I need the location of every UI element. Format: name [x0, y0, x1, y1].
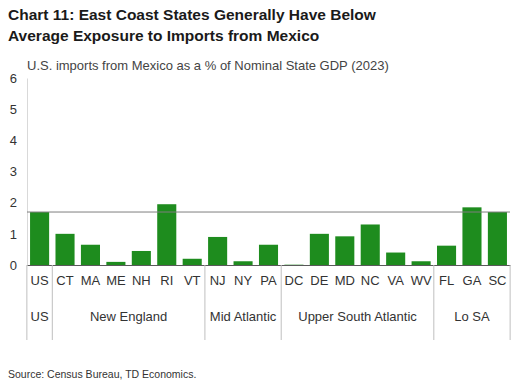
x-tick: VT — [184, 265, 201, 288]
bar — [157, 204, 176, 265]
x-tick-label: GA — [463, 273, 482, 288]
x-tick: NY — [234, 265, 252, 288]
group-label: Lo SA — [454, 309, 490, 324]
x-tick-label: PA — [260, 273, 277, 288]
x-tick-label: DE — [310, 273, 328, 288]
bar — [488, 212, 507, 265]
x-tick-label: ME — [106, 273, 126, 288]
y-tick: 5 — [10, 102, 27, 117]
x-tick-label: FL — [439, 273, 454, 288]
bar — [412, 261, 431, 265]
x-tick-label: CT — [56, 273, 73, 288]
x-tick-label: MD — [335, 273, 355, 288]
title: Chart 11: East Coast States Generally Ha… — [8, 6, 377, 44]
x-tick-label: WV — [411, 273, 432, 288]
bar — [55, 234, 74, 265]
y-tick-label: 1 — [10, 226, 17, 241]
x-tick-label: VA — [387, 273, 404, 288]
x-tick: CT — [56, 265, 73, 288]
y-axis-line — [27, 79, 28, 266]
y-tick: 2 — [10, 195, 27, 210]
x-tick: RI — [160, 265, 173, 288]
x-tick-label: RI — [160, 273, 173, 288]
group-separator — [510, 265, 511, 340]
y-tick-label: 2 — [10, 195, 17, 210]
x-tick-label: DC — [285, 273, 304, 288]
bar — [183, 259, 202, 265]
group-label: Mid Atlantic — [210, 309, 277, 324]
x-tick: US — [31, 265, 49, 288]
bar — [361, 224, 380, 265]
y-tick: 4 — [10, 133, 27, 148]
group-separator — [204, 265, 205, 340]
x-axis: US CT MA ME NH RI VT NJ NY PA DC DE MD NC VA WV FL GA SC — [28, 265, 511, 288]
y-tick: 1 — [10, 226, 27, 241]
group-label: Upper South Atlantic — [298, 309, 417, 324]
bar — [284, 264, 303, 265]
bar — [310, 234, 329, 265]
y-tick-label: 6 — [10, 71, 17, 86]
group-separator — [433, 265, 434, 340]
bar — [386, 253, 405, 265]
x-tick: DC — [285, 265, 304, 288]
x-tick-label: SC — [488, 273, 506, 288]
x-tick-label: NY — [234, 273, 252, 288]
group-separator — [26, 265, 27, 340]
group-separator — [52, 265, 53, 340]
x-tick: SC — [488, 265, 506, 288]
y-tick-label: 3 — [10, 164, 17, 179]
x-tick-label: VT — [184, 273, 201, 288]
x-tick: NH — [132, 265, 151, 288]
source: Source: Census Bureau, TD Economics. — [8, 368, 196, 380]
x-tick-label: NC — [361, 273, 380, 288]
x-tick: GA — [463, 265, 482, 288]
x-tick: DE — [310, 265, 328, 288]
bar — [259, 245, 278, 265]
bar — [335, 236, 354, 265]
x-axis-line — [28, 265, 511, 266]
chart: Chart 11: East Coast States Generally Ha… — [0, 0, 519, 386]
bar — [437, 246, 456, 265]
x-tick: MD — [335, 265, 355, 288]
bar — [30, 212, 49, 265]
group-label: US — [31, 309, 49, 324]
y-tick: 0 — [10, 258, 27, 273]
x-tick: MA — [81, 265, 101, 288]
x-tick-label: NJ — [210, 273, 226, 288]
x-tick: PA — [260, 265, 277, 288]
bar — [234, 261, 253, 265]
x-tick: VA — [387, 265, 404, 288]
x-tick: NC — [361, 265, 380, 288]
y-axis: 0 1 2 3 4 5 6 — [10, 71, 28, 273]
bar — [106, 262, 125, 265]
group-separator — [281, 265, 282, 340]
group-label: New England — [90, 309, 167, 324]
bar — [81, 245, 100, 265]
x-tick: WV — [411, 265, 432, 288]
x-tick-label: US — [31, 273, 49, 288]
y-tick: 6 — [10, 71, 27, 86]
average-line — [27, 212, 510, 213]
bars — [27, 204, 510, 265]
groups: US New England Mid Atlantic Upper South Atl… — [27, 265, 510, 340]
x-tick-label: MA — [81, 273, 101, 288]
y-tick-label: 5 — [10, 102, 17, 117]
bar — [208, 237, 227, 265]
y-tick-label: 4 — [10, 133, 17, 148]
subtitle: U.S. imports from Mexico as a % of Nomin… — [27, 58, 389, 73]
bar — [132, 251, 151, 265]
y-tick-label: 0 — [10, 258, 17, 273]
y-tick: 3 — [10, 164, 27, 179]
x-tick: ME — [106, 265, 126, 288]
bar — [462, 207, 481, 265]
x-tick: NJ — [210, 265, 226, 288]
x-tick-label: NH — [132, 273, 151, 288]
x-tick: FL — [439, 265, 454, 288]
